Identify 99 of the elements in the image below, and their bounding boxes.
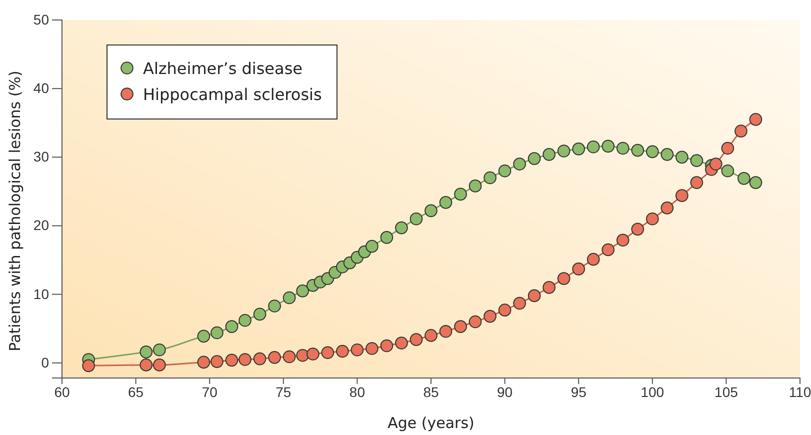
point	[197, 356, 210, 369]
point	[616, 142, 630, 155]
x-tick-label: 95	[570, 384, 587, 400]
point	[210, 355, 224, 368]
point	[557, 272, 570, 285]
y-tick-label: 10	[33, 286, 50, 302]
point	[513, 158, 526, 170]
point	[424, 329, 438, 342]
point	[253, 308, 266, 321]
point	[602, 140, 615, 153]
point	[484, 171, 496, 184]
legend-label: Hippocampal sclerosis	[143, 85, 322, 104]
point	[225, 354, 238, 367]
y-tick-label: 30	[33, 148, 50, 165]
point	[690, 176, 704, 189]
point	[586, 252, 600, 266]
point	[631, 222, 644, 236]
point	[542, 148, 556, 161]
point	[454, 320, 467, 333]
point	[395, 221, 408, 234]
point	[528, 289, 541, 302]
point	[366, 342, 378, 355]
point	[410, 212, 423, 226]
point	[350, 343, 364, 356]
point	[749, 113, 762, 126]
point	[528, 152, 541, 165]
point	[140, 358, 153, 372]
point	[721, 142, 734, 155]
point	[197, 330, 210, 343]
point	[737, 172, 750, 185]
x-tick-label: 65	[128, 384, 144, 400]
point	[282, 291, 296, 304]
point	[572, 262, 586, 276]
point	[306, 348, 320, 360]
point	[513, 296, 526, 310]
point	[225, 320, 238, 333]
point	[140, 346, 153, 358]
point	[602, 243, 615, 256]
point	[484, 310, 496, 323]
point	[395, 336, 408, 350]
point	[586, 140, 600, 154]
x-tick-label: 60	[54, 384, 70, 400]
point	[660, 202, 674, 214]
point	[268, 300, 281, 312]
point	[424, 204, 438, 218]
point	[153, 343, 166, 356]
point	[380, 339, 394, 352]
point	[646, 145, 659, 158]
point	[676, 150, 688, 164]
point	[676, 189, 688, 202]
point	[296, 284, 310, 298]
point	[690, 154, 704, 167]
point	[253, 352, 266, 366]
point	[366, 240, 378, 253]
point	[749, 176, 762, 189]
point	[410, 333, 423, 346]
point	[336, 344, 349, 358]
x-tick-label: 90	[497, 384, 513, 400]
point	[439, 324, 452, 338]
point	[498, 164, 512, 178]
point	[631, 144, 644, 157]
y-tick-label: 50	[33, 11, 50, 28]
point	[734, 124, 748, 138]
x-tick-label: 80	[349, 384, 366, 400]
point	[238, 314, 252, 327]
x-tick-label: 85	[423, 384, 439, 400]
y-axis-title: Patients with pathological lesions (%)	[6, 70, 24, 352]
point	[572, 142, 586, 156]
point	[82, 359, 95, 372]
point	[709, 158, 722, 170]
point	[210, 326, 224, 340]
point	[454, 188, 467, 201]
x-tick-label: 100	[640, 384, 664, 400]
point	[268, 351, 281, 364]
point	[238, 353, 252, 366]
x-axis-title: Age (years)	[388, 414, 474, 432]
point	[296, 348, 310, 362]
point	[646, 212, 659, 226]
point	[439, 196, 452, 209]
point	[557, 144, 570, 158]
legend-label: Alzheimer’s disease	[143, 59, 302, 78]
point	[380, 231, 394, 244]
point	[721, 164, 734, 178]
point	[468, 180, 482, 192]
point	[542, 281, 556, 294]
point	[282, 350, 296, 364]
point	[153, 358, 166, 372]
x-tick-label: 70	[202, 384, 218, 400]
point	[498, 304, 512, 317]
x-tick-label: 75	[276, 384, 292, 400]
x-tick-label: 105	[714, 384, 738, 400]
point	[616, 234, 630, 247]
y-tick-label: 40	[33, 80, 50, 96]
point	[468, 315, 482, 328]
y-tick-label: 0	[41, 354, 50, 370]
point	[321, 346, 334, 360]
x-tick-label: 110	[788, 384, 811, 400]
y-tick-label: 20	[33, 217, 50, 234]
point	[660, 148, 674, 161]
